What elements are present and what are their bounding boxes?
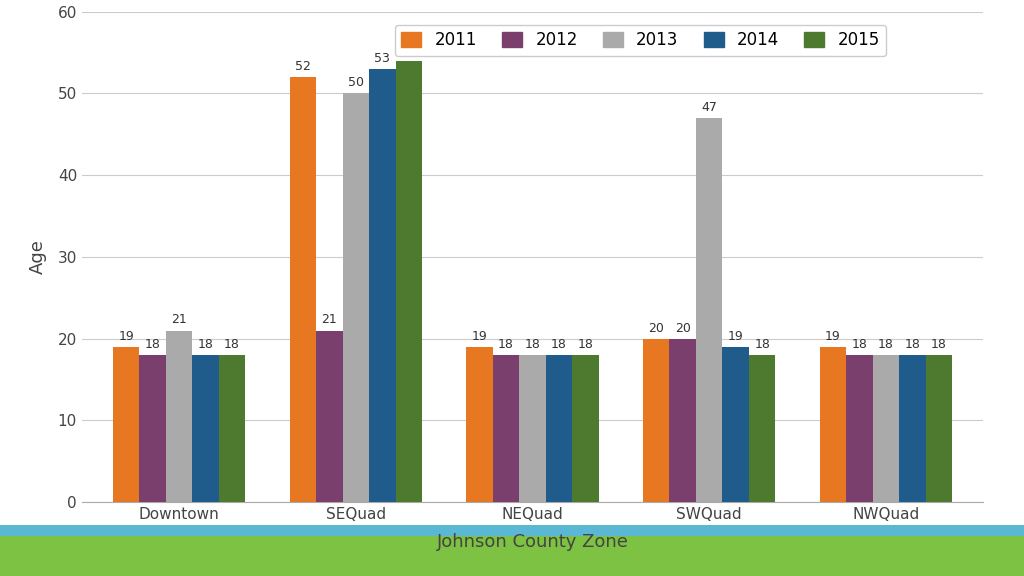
Bar: [670, 339, 696, 502]
Text: 18: 18: [851, 338, 867, 351]
Text: 18: 18: [551, 338, 567, 351]
Bar: [696, 118, 722, 502]
Text: 18: 18: [578, 338, 594, 351]
Text: 19: 19: [728, 330, 743, 343]
Bar: [643, 339, 670, 502]
Text: 53: 53: [375, 52, 390, 65]
Bar: [926, 355, 952, 502]
Text: 18: 18: [498, 338, 514, 351]
Text: 52: 52: [295, 60, 310, 73]
Text: 21: 21: [171, 313, 187, 327]
Text: 18: 18: [904, 338, 921, 351]
Bar: [519, 355, 546, 502]
Text: 20: 20: [675, 321, 690, 335]
Text: 20: 20: [648, 321, 665, 335]
Bar: [166, 331, 193, 502]
Y-axis label: Age: Age: [29, 240, 46, 274]
Bar: [139, 355, 166, 502]
Bar: [369, 69, 395, 502]
Text: 19: 19: [118, 330, 134, 343]
Bar: [290, 77, 316, 502]
Text: 18: 18: [198, 338, 214, 351]
Bar: [546, 355, 572, 502]
Text: 54: 54: [400, 44, 417, 56]
Text: 50: 50: [348, 76, 364, 89]
Bar: [722, 347, 749, 502]
Legend: 2011, 2012, 2013, 2014, 2015: 2011, 2012, 2013, 2014, 2015: [395, 25, 887, 56]
Bar: [493, 355, 519, 502]
Bar: [395, 60, 422, 502]
Bar: [193, 355, 219, 502]
Text: 18: 18: [755, 338, 770, 351]
Text: 18: 18: [144, 338, 161, 351]
Bar: [219, 355, 246, 502]
Text: 18: 18: [931, 338, 947, 351]
Text: 21: 21: [322, 313, 337, 327]
Bar: [872, 355, 899, 502]
Text: 19: 19: [825, 330, 841, 343]
X-axis label: Johnson County Zone: Johnson County Zone: [436, 533, 629, 551]
Text: 19: 19: [472, 330, 487, 343]
Bar: [466, 347, 493, 502]
Bar: [113, 347, 139, 502]
Text: 18: 18: [524, 338, 541, 351]
Text: 47: 47: [701, 101, 717, 114]
Bar: [343, 93, 369, 502]
Bar: [846, 355, 872, 502]
Text: 18: 18: [224, 338, 240, 351]
Bar: [572, 355, 599, 502]
Bar: [749, 355, 775, 502]
Text: 18: 18: [878, 338, 894, 351]
Bar: [819, 347, 846, 502]
Bar: [316, 331, 343, 502]
Bar: [899, 355, 926, 502]
